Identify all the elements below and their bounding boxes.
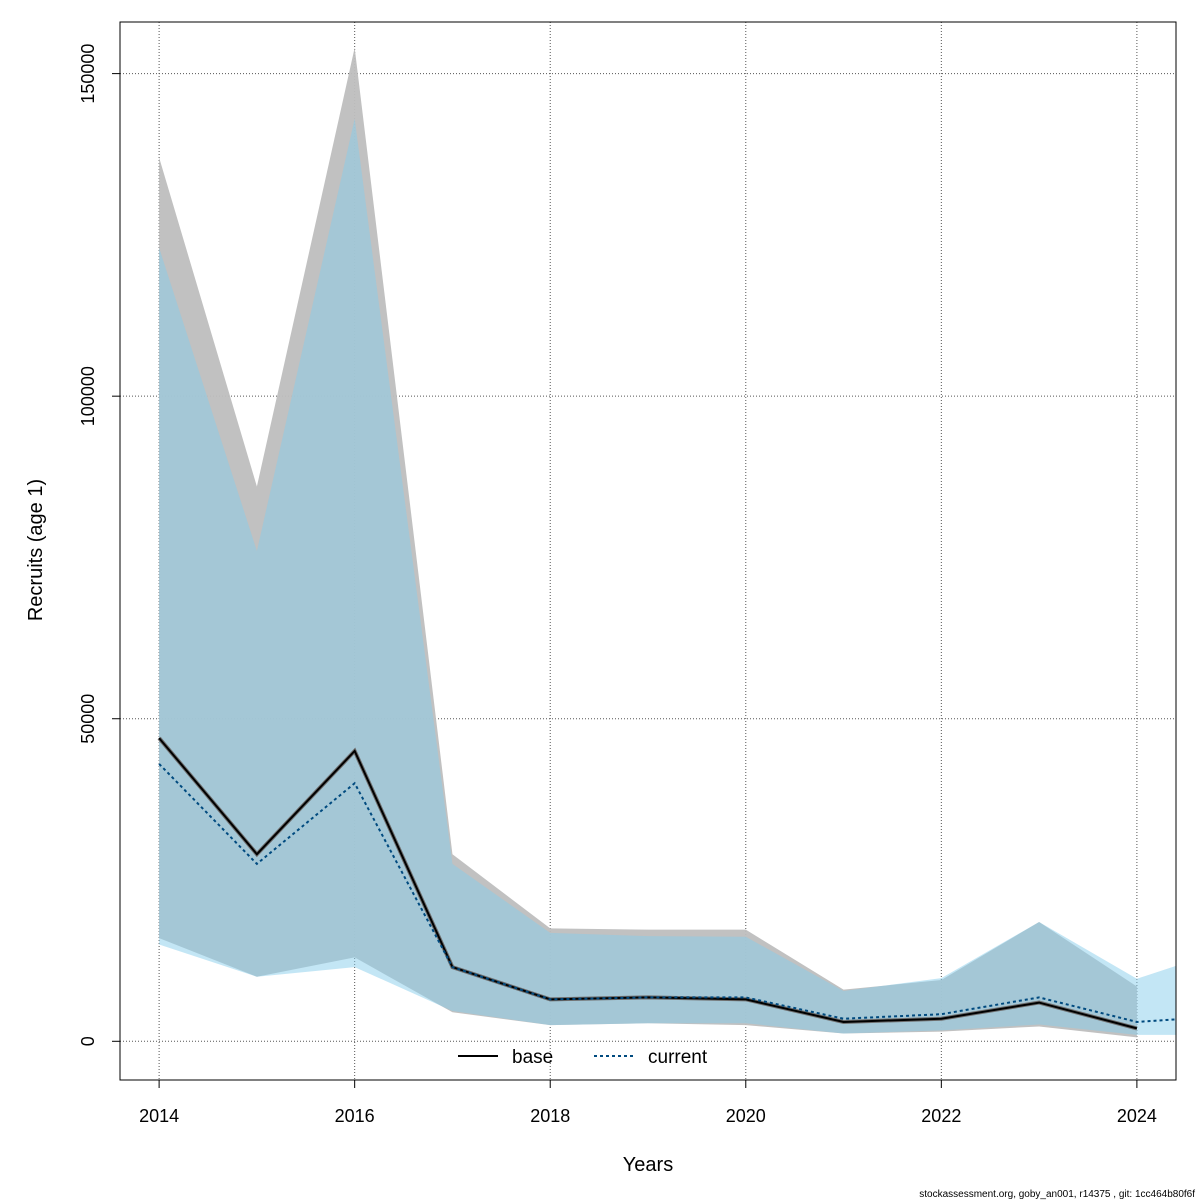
y-tick-label-0: 0 (78, 1036, 98, 1046)
footer-text: stockassessment.org, goby_an001, r14375 … (919, 1189, 1195, 1200)
series-lines (157, 736, 1177, 1031)
legend: base current (458, 1047, 708, 1068)
x-tick-label-2024: 2024 (1117, 1106, 1157, 1126)
x-tick-label-2020: 2020 (726, 1106, 766, 1126)
y-tick-label-150000: 150000 (78, 44, 98, 104)
confidence-bands (159, 47, 1177, 1038)
y-axis-title: Recruits (age 1) (25, 479, 47, 621)
series-line-base (158, 737, 1138, 1030)
x-axis: 2014 2016 2018 2020 2022 2024 (139, 1080, 1157, 1126)
y-tick-label-100000: 100000 (78, 366, 98, 426)
confidence-band-current (159, 118, 1177, 1035)
x-tick-label-2014: 2014 (139, 1106, 179, 1126)
series-line-current (158, 763, 1177, 1023)
x-tick-label-2018: 2018 (530, 1106, 570, 1126)
x-axis-title: Years (623, 1154, 673, 1176)
legend-label-base: base (512, 1047, 553, 1068)
plot-frame (119, 21, 1177, 1081)
x-tick-label-2022: 2022 (921, 1106, 961, 1126)
y-axis: 0 50000 100000 150000 (78, 44, 120, 1046)
legend-label-current: current (648, 1047, 708, 1068)
y-tick-label-50000: 50000 (78, 694, 98, 744)
x-tick-label-2016: 2016 (335, 1106, 375, 1126)
